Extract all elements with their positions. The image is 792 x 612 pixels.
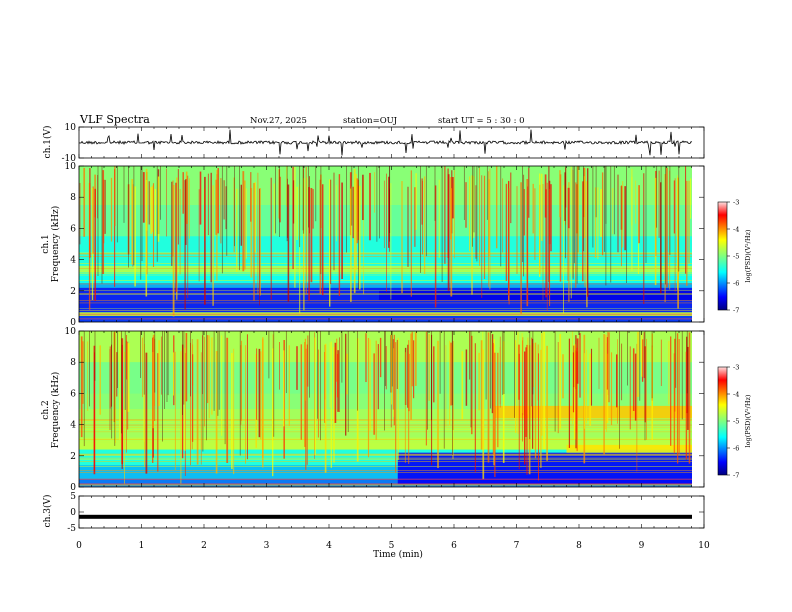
y-tick-label: -5 [67,524,76,534]
x-axis-label: Time (min) [373,549,423,560]
date-label: Nov.27, 2025 [250,116,307,126]
colorbar-tick-label: -3 [733,364,739,372]
x-axis: 0 1 2 3 4 5 6 7 8 9 10 [76,541,710,551]
colorbar-tick-label: -6 [733,445,739,453]
station-label: station=OUJ [343,116,398,126]
ch1-spectrogram-panel: 0 2 4 6 8 10 [65,162,705,328]
ch1-spectrogram-ylabel: Frequency (kHz) [50,206,61,283]
y-tick-label: 0 [70,508,76,518]
y-tick-label: 4 [70,421,76,431]
chart-title: VLF Spectra [79,113,150,126]
y-tick-label: 8 [70,193,76,203]
ch2-spectrogram-panel: 0 2 4 6 8 10 [65,327,705,493]
y-tick-label: 0 [70,318,76,328]
x-tick-label: 10 [698,541,710,551]
ch2-colorbar [717,366,728,476]
colorbar-tick-label: -7 [733,472,739,480]
colorbar-tick-label: -3 [733,199,739,207]
y-tick-label: 2 [70,287,76,297]
ch1-colorbar-label: log(PSD)(V²/Hz) [744,229,752,282]
ch1-waveform-line [78,129,693,156]
y-tick-label: 6 [70,389,76,399]
x-tick-label: 6 [451,541,457,551]
ch1-colorbar [717,201,728,311]
ch1-waveform-ylabel: ch.1(V) [42,126,53,159]
colorbar-tick-label: -5 [733,418,739,426]
ch3-waveform-panel: 5 0 -5 [67,492,705,534]
start-time-label: start UT = 5 : 30 : 0 [438,116,525,126]
y-tick-label: 2 [70,452,76,462]
x-tick-label: 7 [514,541,520,551]
x-tick-label: 2 [201,541,207,551]
ch2-spectrogram-ylabel: Frequency (kHz) [50,372,61,449]
ch1-colorbar-ticks: -3 -4 -5 -6 -7 [727,199,739,315]
x-tick-label: 1 [139,541,145,551]
ch3-waveform-ylabel: ch.3(V) [42,495,53,528]
ch1-channel-label: ch.1 [41,234,51,253]
colorbar-tick-label: -7 [733,307,739,315]
x-tick-label: 4 [326,541,332,551]
y-tick-label: 8 [70,358,76,368]
ch2-colorbar-ticks: -3 -4 -5 -6 -7 [727,364,739,480]
ch1-spectrogram-heatmap [79,166,692,322]
x-tick-label: 5 [389,541,395,551]
x-tick-label: 0 [76,541,82,551]
colorbar-tick-label: -4 [733,391,739,399]
ch2-spectrogram-frame [78,330,705,488]
x-tick-label: 3 [264,541,270,551]
colorbar-tick-label: -5 [733,253,739,261]
y-tick-label: 6 [70,224,76,234]
ch3-waveform-line [79,514,692,519]
x-tick-label: 9 [639,541,645,551]
ch2-spectrogram-heatmap [79,331,692,487]
y-tick-label: -10 [62,154,77,164]
ch2-channel-label: ch.2 [41,400,51,419]
ch1-waveform-frame [78,126,705,159]
y-tick-label: 10 [65,327,77,337]
colorbar-tick-label: -6 [733,280,739,288]
y-tick-label: 0 [70,483,76,493]
y-tick-label: 5 [70,492,76,502]
ch3-waveform-frame [78,495,705,529]
ch2-colorbar-label: log(PSD)(V²/Hz) [744,394,752,447]
y-tick-label: 4 [70,256,76,266]
colorbar-tick-label: -4 [733,226,739,234]
x-tick-label: 8 [576,541,582,551]
ch1-waveform-panel: 10 -10 [62,123,705,164]
y-tick-label: 10 [65,123,77,133]
ch1-spectrogram-frame [78,165,705,323]
y-tick-label: 10 [65,162,77,172]
